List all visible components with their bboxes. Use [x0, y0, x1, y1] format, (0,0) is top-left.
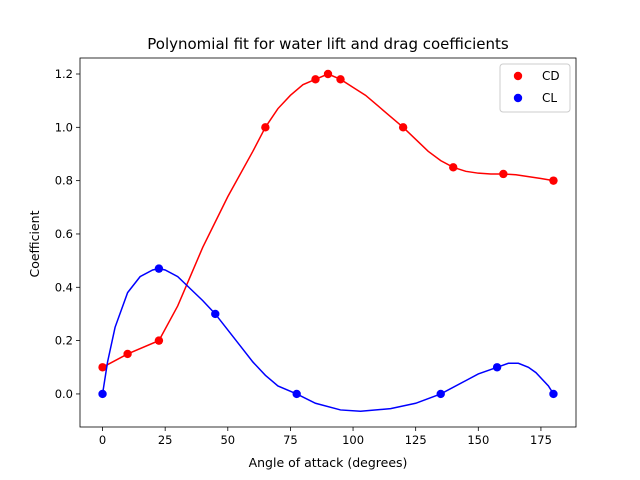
series-cl-point — [549, 389, 558, 399]
series-cd-point — [311, 75, 320, 84]
x-tick-label: 175 — [530, 433, 552, 447]
series-cd-point — [123, 349, 132, 359]
x-axis-label: Angle of attack (degrees) — [249, 455, 408, 470]
legend-marker-cl — [513, 93, 523, 103]
axes-frame — [79, 57, 577, 428]
x-tick-label: 0 — [99, 433, 106, 447]
chart-title: Polynomial fit for water lift and drag c… — [147, 35, 509, 53]
y-tick-label: 1.0 — [55, 120, 73, 134]
x-tick-label: 25 — [158, 433, 173, 447]
legend: CD CL — [499, 63, 571, 113]
series-cd-point — [336, 75, 345, 84]
series-cd-point — [261, 123, 270, 132]
y-tick-label: 0.8 — [55, 174, 73, 188]
series-cd-point — [98, 363, 107, 372]
y-axis-label: Coefficient — [27, 210, 42, 277]
legend-label-cl: CL — [542, 91, 557, 105]
y-tick-label: 0.0 — [55, 387, 73, 401]
x-tick-label: 50 — [220, 433, 235, 447]
series-cl-point — [211, 309, 220, 319]
series-cd-point — [449, 163, 458, 172]
series-cd-point — [549, 176, 558, 185]
y-tick-label: 0.4 — [55, 280, 73, 294]
series-cd-point — [323, 69, 333, 79]
y-tick-label: 1.2 — [55, 67, 73, 81]
series-cl-point — [98, 389, 107, 399]
series-cd-fit-line — [102, 73, 554, 368]
series-cl-point — [492, 363, 502, 372]
y-tick-label: 0.6 — [55, 227, 73, 241]
x-tick-label: 150 — [467, 433, 489, 447]
legend-marker-cd — [513, 71, 523, 81]
series-cd-point — [499, 169, 508, 179]
x-tick-label: 125 — [405, 433, 427, 447]
legend-label-cd: CD — [542, 69, 560, 83]
plot-area: 0 25 50 75 100 125 150 175 0.0 0.2 0.4 0.6 0.8 1.0 1.2 — [55, 57, 577, 447]
series-cl-point — [436, 389, 445, 399]
y-tick-label: 0.2 — [55, 334, 73, 348]
series-cl-point — [292, 389, 301, 399]
x-tick-label: 100 — [342, 433, 364, 447]
x-tick-label: 75 — [283, 433, 298, 447]
series-cd-point — [154, 336, 164, 345]
series-cl-point — [154, 264, 164, 273]
series-cd-point — [398, 123, 408, 132]
